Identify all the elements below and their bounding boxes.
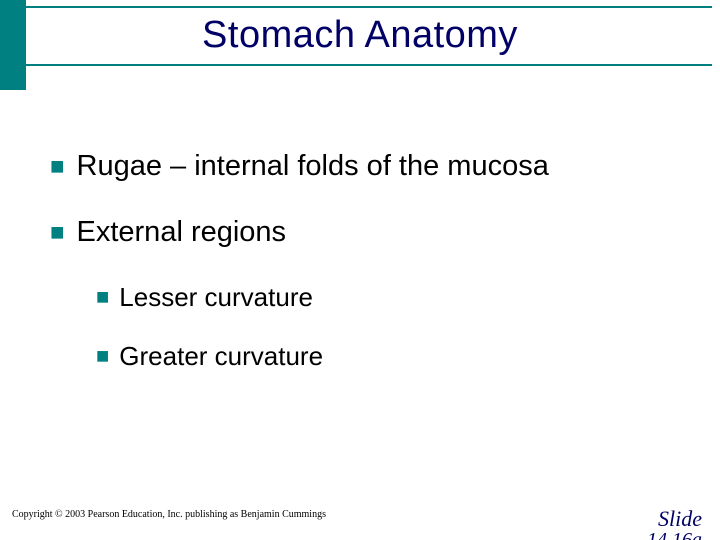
bullet-level2: ■ Lesser curvature bbox=[96, 282, 680, 313]
bullet-text: Rugae – internal folds of the mucosa bbox=[77, 150, 549, 183]
slide-number: 14 16a bbox=[647, 529, 702, 540]
bullet-level1: ■ External regions bbox=[50, 216, 680, 250]
bullet-text: Greater curvature bbox=[119, 341, 323, 372]
square-bullet-icon: ■ bbox=[50, 150, 65, 184]
content-area: ■ Rugae – internal folds of the mucosa ■… bbox=[50, 150, 680, 400]
bullet-level2: ■ Greater curvature bbox=[96, 341, 680, 372]
bullet-level1: ■ Rugae – internal folds of the mucosa bbox=[50, 150, 680, 184]
bullet-text: Lesser curvature bbox=[119, 282, 313, 313]
top-rule bbox=[26, 6, 712, 8]
square-bullet-icon: ■ bbox=[50, 216, 65, 250]
square-bullet-icon: ■ bbox=[96, 282, 109, 312]
bullet-text: External regions bbox=[77, 216, 287, 249]
page-title: Stomach Anatomy bbox=[0, 14, 720, 57]
title-underline bbox=[26, 64, 712, 66]
square-bullet-icon: ■ bbox=[96, 341, 109, 371]
slide-label: Slide bbox=[658, 507, 702, 530]
copyright-text: Copyright © 2003 Pearson Education, Inc.… bbox=[12, 509, 326, 520]
